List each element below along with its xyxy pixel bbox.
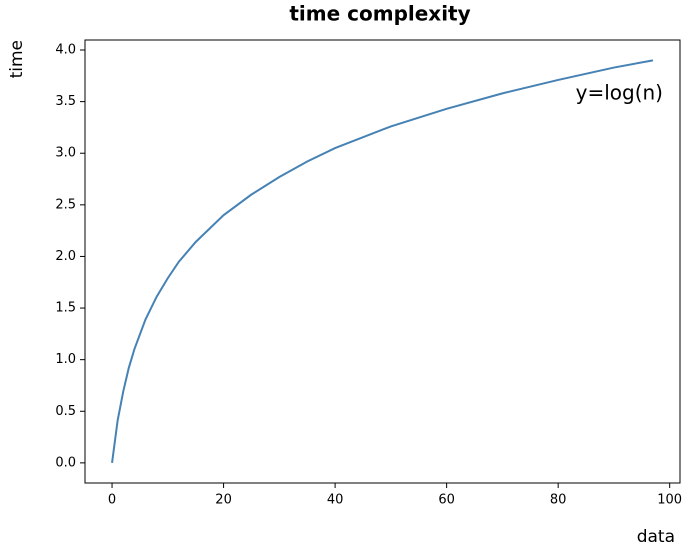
y-tick-label: 3.0 — [55, 146, 76, 161]
y-tick-label: 0.0 — [55, 455, 76, 470]
x-tick-label: 60 — [438, 493, 455, 508]
y-tick-label: 4.0 — [55, 43, 76, 58]
y-axis-label: time — [7, 40, 27, 78]
x-axis-label: data — [637, 527, 675, 547]
line — [111, 59, 654, 464]
y-tick-label: 1.0 — [55, 352, 76, 367]
x-tick-label: 40 — [327, 493, 344, 508]
y-tick-label: 0.5 — [55, 404, 76, 419]
annotation: y=log(n) — [576, 81, 663, 105]
x-tick-label: 20 — [215, 493, 232, 508]
y-tick-label: 2.0 — [55, 249, 76, 264]
chart-title: time complexity — [289, 2, 470, 26]
x-tick-label: 80 — [550, 493, 567, 508]
plot-frame — [84, 39, 681, 484]
y-tick-label: 1.5 — [55, 301, 76, 316]
x-tick-label: 100 — [657, 493, 682, 508]
y-tick-label: 2.5 — [55, 197, 76, 212]
y-tick-label: 3.5 — [55, 94, 76, 109]
x-tick-label: 0 — [108, 493, 116, 508]
